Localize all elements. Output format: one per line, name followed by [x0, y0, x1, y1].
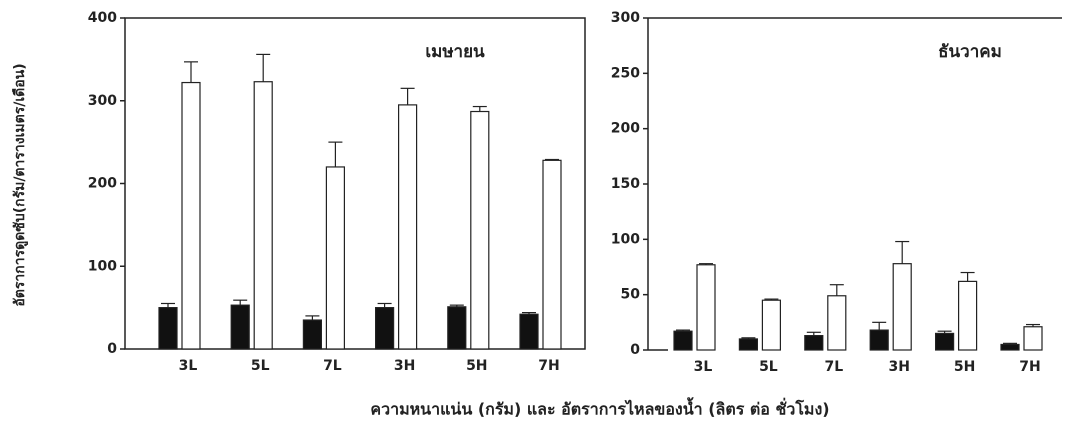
- y-tick-label: 150: [611, 176, 640, 192]
- y-tick-label: 300: [88, 93, 117, 109]
- bar: [542, 159, 562, 350]
- bar: [696, 264, 716, 351]
- bar: [673, 330, 693, 351]
- y-tick-label: 200: [88, 176, 117, 192]
- x-tick-label: 5H: [466, 358, 487, 374]
- bar: [158, 307, 178, 350]
- bar: [869, 329, 889, 351]
- x-axis-label: ความหนาแน่น (กรัม) และ อัตราการไหลของน้ำ…: [370, 397, 829, 419]
- bar: [447, 306, 467, 350]
- bar: [1000, 343, 1020, 351]
- bar: [470, 110, 490, 350]
- y-tick-label: 0: [630, 342, 640, 358]
- x-tick-label: 3H: [394, 358, 415, 374]
- bar: [827, 295, 847, 351]
- y-tick-label: 300: [611, 10, 640, 26]
- x-tick-label: 5L: [251, 358, 270, 374]
- bar: [302, 319, 322, 350]
- bar: [892, 263, 912, 351]
- bar: [738, 338, 759, 351]
- bar: [398, 104, 418, 350]
- y-tick-label: 400: [88, 10, 117, 26]
- x-tick-label: 7L: [323, 358, 342, 374]
- bar: [804, 335, 824, 351]
- y-tick-label: 50: [621, 287, 641, 303]
- x-tick-label: 7H: [1019, 359, 1040, 375]
- y-tick-label: 100: [611, 231, 640, 247]
- bar: [181, 81, 201, 350]
- x-tick-label: 7L: [824, 359, 843, 375]
- bar: [957, 280, 978, 351]
- panel-title: ธันวาคม: [938, 42, 1002, 62]
- y-axis-label: อัตราการดูดซับ(กรัม/ตารางเมตร/เดือน): [12, 63, 28, 306]
- bar: [375, 307, 395, 350]
- x-tick-label: 3L: [179, 358, 198, 374]
- x-tick-label: 5L: [759, 359, 778, 375]
- x-tick-label: 5H: [954, 359, 975, 375]
- bar: [253, 81, 273, 350]
- x-tick-label: 3H: [888, 359, 909, 375]
- y-tick-label: 0: [107, 341, 117, 357]
- y-tick-label: 100: [88, 258, 117, 274]
- bar: [1023, 326, 1043, 351]
- bar: [761, 299, 782, 351]
- y-tick-label: 250: [611, 65, 640, 81]
- bar: [230, 304, 250, 350]
- x-tick-label: 7H: [538, 358, 559, 374]
- bar: [934, 332, 955, 351]
- y-tick-label: 200: [611, 121, 640, 137]
- bar: [519, 313, 539, 350]
- x-tick-label: 3L: [694, 359, 713, 375]
- bar: [325, 166, 345, 350]
- panel-title: เมษายน: [425, 42, 485, 62]
